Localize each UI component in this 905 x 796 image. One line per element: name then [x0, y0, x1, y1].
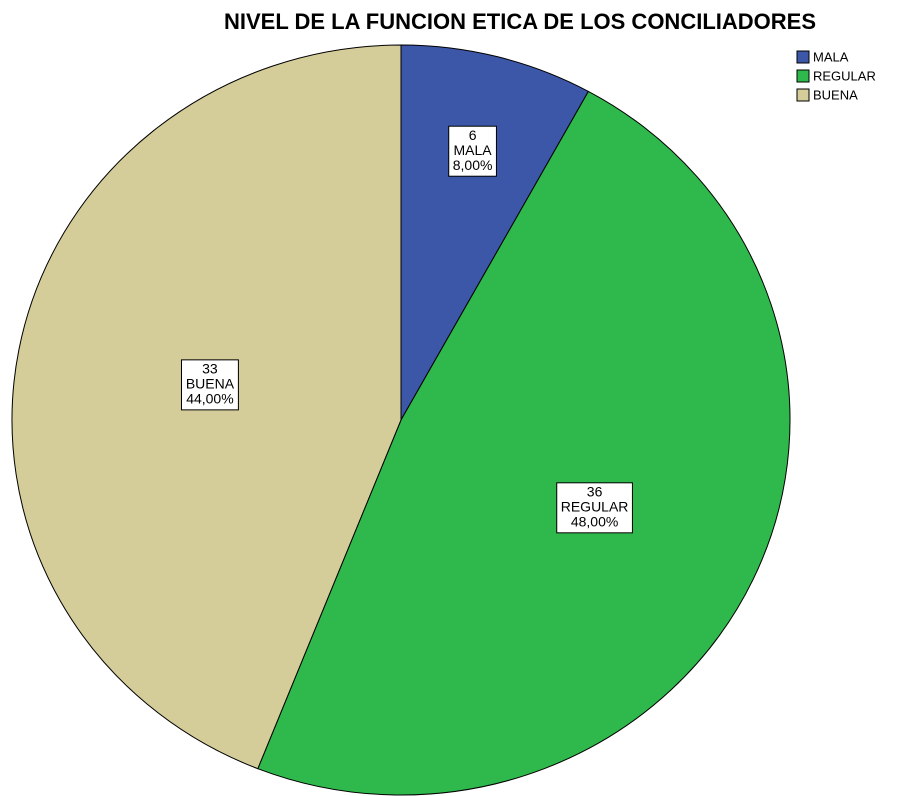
- data-label-box: [180, 359, 239, 411]
- data-label-value: 33: [202, 361, 218, 377]
- data-label-percentage: 48,00%: [571, 514, 618, 530]
- legend-label: MALA: [813, 49, 849, 64]
- legend-swatch: [796, 50, 810, 64]
- data-label-box: [448, 125, 497, 177]
- pie-slice: [257, 90, 791, 796]
- data-label-percentage: 8,00%: [453, 157, 493, 173]
- pie-slice: [400, 44, 590, 422]
- chart-title: NIVEL DE LA FUNCION ETICA DE LOS CONCILI…: [224, 9, 816, 34]
- data-label-category: MALA: [454, 142, 493, 158]
- data-label-category: BUENA: [186, 376, 235, 392]
- legend-swatch: [796, 88, 810, 102]
- legend-label: BUENA: [813, 87, 858, 102]
- data-label-value: 36: [587, 484, 603, 500]
- data-label-value: 6: [469, 127, 477, 143]
- data-label-box: [556, 482, 633, 534]
- legend-swatch: [796, 69, 810, 83]
- data-label-percentage: 44,00%: [186, 391, 233, 407]
- legend-label: REGULAR: [813, 68, 876, 83]
- data-label-category: REGULAR: [561, 499, 629, 515]
